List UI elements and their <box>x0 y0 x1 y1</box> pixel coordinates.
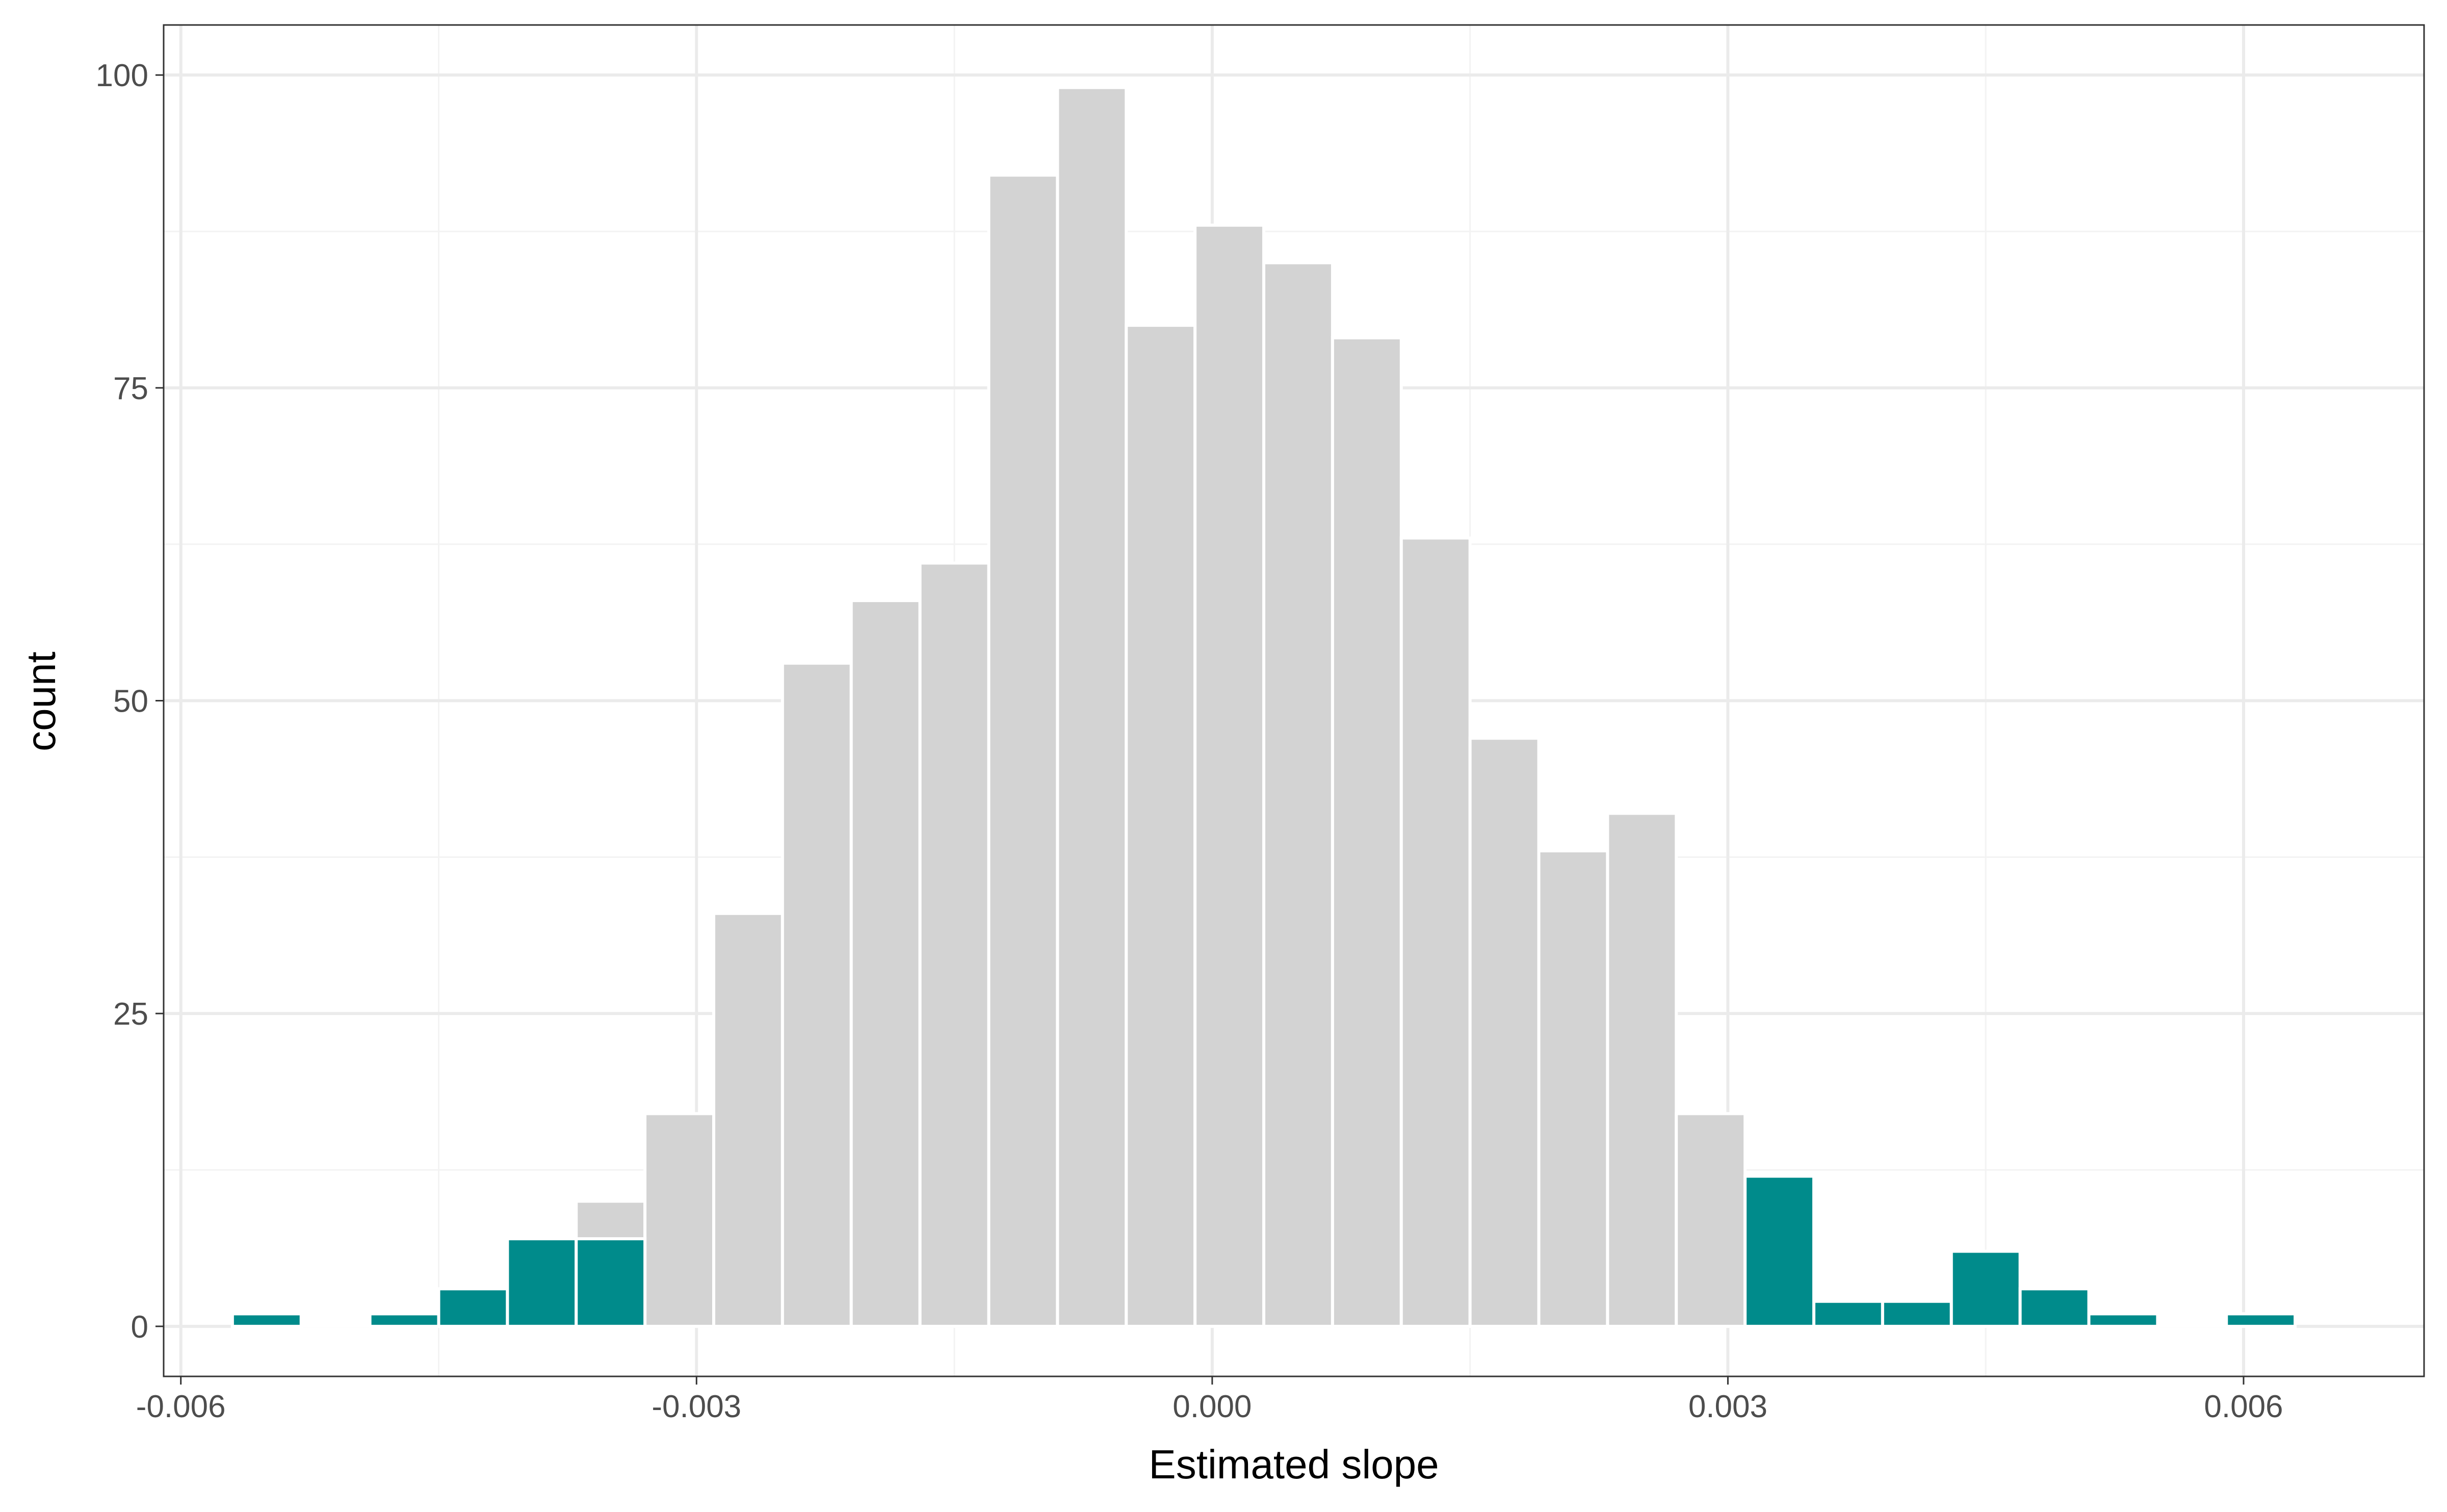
histogram-bar <box>1675 1112 1747 1328</box>
histogram-bar <box>1399 536 1472 1328</box>
x-tick-label: -0.006 <box>136 1389 226 1424</box>
histogram-bar <box>1056 86 1128 1328</box>
x-tick-label: 0.003 <box>1688 1389 1767 1424</box>
tail-bar <box>1743 1175 1815 1328</box>
tail-bar <box>506 1237 578 1328</box>
histogram-bar <box>1262 261 1334 1328</box>
tail-bar <box>2225 1312 2297 1328</box>
histogram-bar <box>987 173 1059 1328</box>
tail-bar <box>2087 1312 2159 1328</box>
tail-bar <box>437 1287 509 1328</box>
histogram-bar <box>918 561 991 1328</box>
y-axis-title: count <box>18 651 64 751</box>
y-axis: 0 25 50 75 100 <box>96 58 164 1345</box>
histogram-bar <box>1193 223 1265 1328</box>
tail-bar <box>230 1312 303 1328</box>
histogram-bar <box>712 911 784 1328</box>
histogram-bar <box>643 1112 715 1328</box>
tail-bars-layer <box>230 1175 2297 1328</box>
tail-bar <box>575 1237 647 1328</box>
histogram-bar <box>1606 812 1678 1328</box>
tail-bar <box>1881 1299 1953 1328</box>
tail-bar <box>1949 1249 2022 1328</box>
histogram-bar <box>780 661 853 1328</box>
x-tick-label: 0.000 <box>1173 1389 1252 1424</box>
histogram-bar <box>849 599 922 1328</box>
y-tick-label: 25 <box>113 997 148 1032</box>
histogram-bar <box>1537 849 1609 1328</box>
x-tick-label: 0.006 <box>2204 1389 2283 1424</box>
x-axis: -0.006 -0.003 0.000 0.003 0.006 <box>136 1376 2283 1424</box>
y-tick-label: 75 <box>113 371 148 406</box>
tail-bar <box>1812 1299 1884 1328</box>
y-tick-label: 0 <box>131 1310 148 1345</box>
histogram-bar <box>1125 324 1197 1328</box>
x-tick-label: -0.003 <box>652 1389 741 1424</box>
y-tick-label: 50 <box>113 684 148 719</box>
tail-bar <box>2018 1287 2091 1328</box>
tail-bar <box>368 1312 440 1328</box>
y-tick-label: 100 <box>96 58 148 93</box>
histogram-bar <box>1468 737 1541 1328</box>
histogram-bar <box>1331 336 1403 1328</box>
x-axis-title: Estimated slope <box>1149 1442 1439 1487</box>
